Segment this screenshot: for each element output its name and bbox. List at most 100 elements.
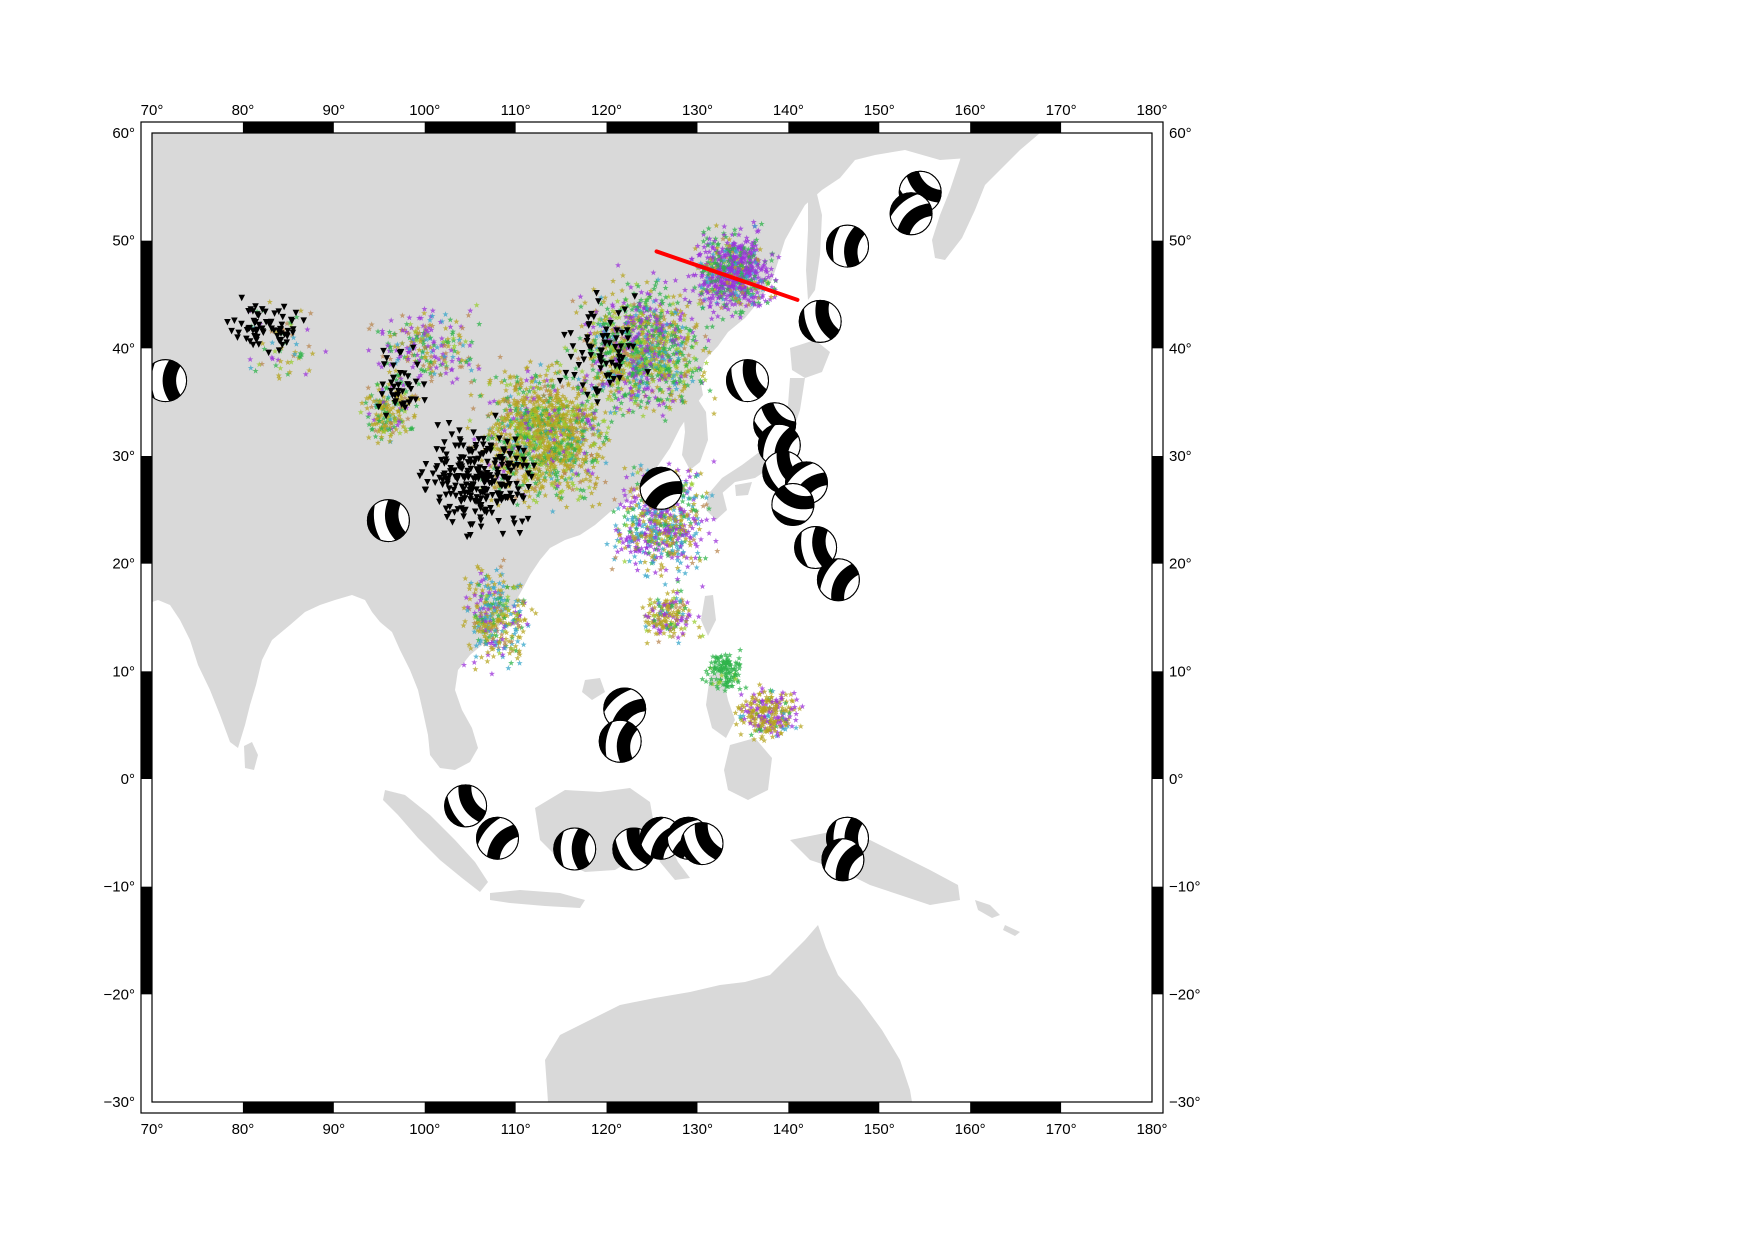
event-star-3655 (628, 499, 635, 505)
event-star-983 (520, 451, 527, 458)
event-star-4160 (675, 639, 682, 646)
event-star-1246 (590, 425, 597, 432)
event-star-4595 (761, 703, 768, 710)
event-star-1234 (551, 447, 558, 454)
event-star-2282 (655, 337, 662, 344)
event-star-463 (532, 372, 539, 378)
event-star-4391 (718, 665, 725, 672)
event-star-4341 (736, 685, 743, 692)
event-star-2425 (699, 304, 706, 311)
event-star-1332 (644, 385, 651, 392)
event-star-4556 (777, 730, 784, 736)
event-star-4282 (732, 663, 739, 669)
event-star-746 (543, 377, 550, 383)
event-star-4062 (497, 607, 504, 614)
event-star-4776 (416, 314, 423, 321)
event-star-2403 (705, 259, 712, 265)
event-star-1041 (577, 478, 584, 485)
event-star-1225 (556, 405, 563, 412)
event-star-3094 (712, 282, 719, 289)
event-star-582 (588, 451, 595, 458)
event-star-4915 (297, 307, 304, 314)
event-star-3536 (652, 534, 659, 540)
event-star-4078 (481, 599, 488, 606)
event-star-1938 (647, 354, 654, 361)
event-star-3053 (730, 253, 737, 260)
event-star-1237 (549, 403, 556, 410)
event-star-4706 (423, 336, 430, 343)
event-star-4199 (663, 618, 670, 625)
event-star-4307 (709, 680, 716, 687)
event-star-4755 (430, 347, 437, 353)
event-star-590 (540, 432, 547, 438)
event-star-805 (510, 437, 517, 444)
event-star-4811 (406, 345, 413, 352)
event-star-3039 (746, 271, 753, 278)
event-star-2691 (737, 225, 744, 232)
event-star-780 (536, 421, 543, 427)
event-star-2329 (674, 323, 681, 329)
event-star-4799 (468, 338, 475, 345)
event-star-573 (534, 481, 541, 488)
event-star-1101 (566, 418, 573, 424)
event-star-2694 (718, 304, 725, 311)
event-star-4756 (431, 342, 438, 348)
event-star-364 (562, 395, 569, 402)
event-star-4956 (305, 343, 313, 349)
event-star-4126 (675, 634, 682, 641)
event-star-1328 (645, 380, 652, 387)
event-star-3240 (647, 509, 654, 516)
event-star-1209 (530, 395, 537, 402)
event-star-4748 (475, 362, 482, 369)
event-star-2235 (589, 354, 597, 361)
event-star-1675 (637, 403, 644, 410)
event-star-1032 (555, 419, 563, 425)
event-star-3598 (714, 547, 721, 554)
event-star-2253 (626, 330, 633, 336)
event-star-4750 (368, 321, 375, 328)
event-star-4598 (791, 703, 798, 710)
event-star-1251 (552, 410, 560, 417)
event-star-2144 (658, 335, 665, 342)
event-star-2964 (746, 249, 753, 255)
event-star-2113 (683, 337, 691, 343)
event-star-3407 (662, 511, 669, 517)
event-star-2045 (634, 401, 642, 408)
event-star-1404 (666, 364, 673, 371)
event-star-2191 (666, 345, 673, 352)
event-star-4471 (793, 696, 800, 703)
event-star-1210 (509, 446, 516, 453)
event-star-3967 (474, 580, 481, 587)
event-star-3634 (664, 533, 671, 540)
event-star-3828 (462, 618, 469, 624)
event-star-1858 (668, 309, 675, 315)
event-star-3302 (658, 550, 665, 557)
event-star-2486 (751, 279, 758, 285)
event-star-4657 (751, 698, 758, 705)
event-star-3003 (722, 247, 729, 254)
event-star-3173 (667, 516, 674, 523)
event-star-1262 (554, 454, 561, 460)
event-star-1017 (584, 470, 591, 477)
event-star-785 (568, 434, 575, 441)
event-star-91 (530, 421, 537, 428)
event-star-2725 (755, 302, 762, 309)
event-star-1463 (683, 324, 690, 331)
event-star-751 (526, 388, 533, 394)
event-star-3089 (716, 287, 723, 294)
event-star-4643 (747, 720, 754, 726)
event-star-1877 (600, 342, 607, 348)
event-star-2365 (619, 374, 626, 381)
event-star-1752 (590, 323, 597, 330)
event-star-813 (551, 412, 558, 419)
event-star-2265 (608, 367, 615, 374)
event-star-1493 (607, 374, 615, 380)
event-star-1968 (682, 340, 689, 347)
event-star-4842 (397, 375, 405, 382)
event-star-1133 (573, 417, 580, 424)
event-star-1241 (589, 457, 596, 464)
event-star-2777 (760, 263, 767, 269)
event-star-1501 (618, 334, 625, 341)
event-star-2635 (746, 290, 753, 297)
event-star-3842 (474, 563, 481, 569)
